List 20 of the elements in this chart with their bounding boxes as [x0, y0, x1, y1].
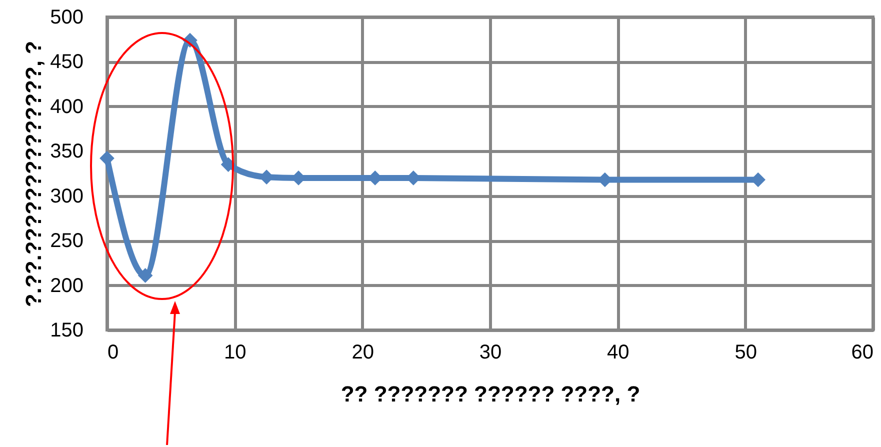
- y-tick-label: 300: [50, 185, 84, 208]
- x-tick-label: 0: [108, 342, 119, 364]
- point: [138, 268, 153, 283]
- x-tick-label: 50: [734, 342, 757, 364]
- x-tick-label: 30: [479, 342, 502, 364]
- y-tick-label: 200: [50, 274, 84, 297]
- y-axis-title: ?.??.??????????????, ?: [21, 40, 46, 308]
- x-tick-label: 20: [352, 342, 374, 364]
- x-tick-label: 40: [607, 342, 630, 364]
- x-tick-label: 10: [224, 342, 246, 364]
- y-tick-label: 400: [50, 96, 84, 118]
- x-tick-label: 60: [851, 342, 874, 364]
- x-axis-title: ?? ??????? ?????? ????, ?: [340, 382, 640, 406]
- y-tick-label: 150: [50, 320, 84, 342]
- y-tick-label: 500: [50, 6, 84, 28]
- point: [220, 157, 236, 172]
- y-tick-label: 250: [50, 230, 84, 252]
- point: [100, 150, 114, 166]
- y-tick-label: 350: [50, 140, 84, 163]
- y-tick-label: 450: [50, 51, 84, 74]
